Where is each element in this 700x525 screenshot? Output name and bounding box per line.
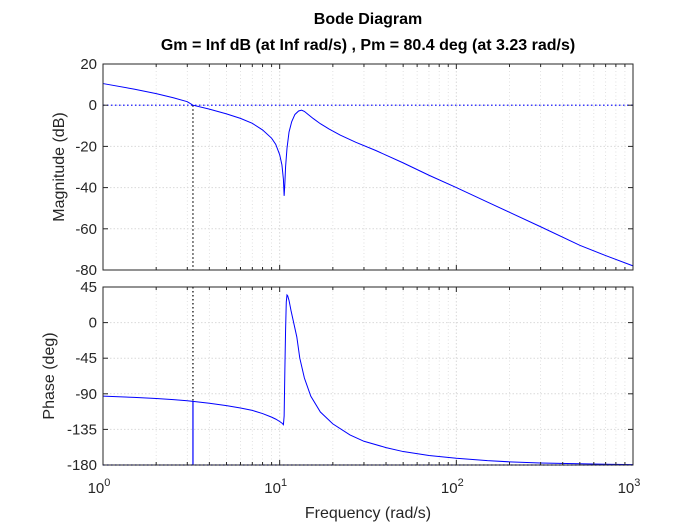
phase-x-ticks: 100 101 102 103 — [88, 64, 641, 497]
magnitude-y-ticks: 20 0 -20 -40 -60 -80 — [75, 56, 633, 279]
magnitude-y-tick-label: 20 — [80, 56, 97, 73]
phase-y-tick-label: -135 — [67, 421, 97, 438]
x-tick-label: 103 — [618, 477, 641, 497]
magnitude-y-tick-label: -40 — [75, 180, 97, 197]
x-tick-label: 100 — [88, 477, 111, 497]
phase-axes-box — [103, 287, 633, 465]
phase-y-tick-label: 45 — [80, 279, 97, 296]
phase-series-line — [102, 293, 634, 466]
phase-y-ticks: 45 0 -45 -90 -135 -180 — [67, 279, 633, 474]
phase-plot: 45 0 -45 -90 -135 -180 100 101 102 103 Phase (de… — [41, 64, 640, 522]
x-tick-label: 101 — [264, 477, 287, 497]
magnitude-plot: 20 0 -20 -40 -60 -80 Magnitude (dB) — [51, 56, 634, 279]
figure-subtitle: Gm = Inf dB (at Inf rad/s) , Pm = 80.4 d… — [161, 37, 575, 54]
phase-y-tick-label: -90 — [75, 386, 97, 403]
magnitude-series-line — [102, 83, 634, 267]
magnitude-axes-box — [103, 64, 633, 270]
magnitude-y-tick-label: 0 — [89, 97, 97, 114]
phase-y-tick-label: 0 — [89, 315, 97, 332]
magnitude-y-tick-label: -80 — [75, 262, 97, 279]
magnitude-y-tick-label: -20 — [75, 138, 97, 155]
magnitude-y-axis-label: Magnitude (dB) — [51, 112, 68, 221]
phase-y-axis-label: Phase (deg) — [41, 332, 58, 419]
phase-y-tick-label: -180 — [67, 457, 97, 474]
x-axis-label: Frequency (rad/s) — [305, 505, 431, 522]
x-tick-label: 102 — [441, 477, 464, 497]
phase-axes-frame — [102, 286, 634, 466]
phase-y-tick-label: -45 — [75, 350, 97, 367]
magnitude-axes-frame — [102, 63, 634, 271]
figure-title: Bode Diagram — [314, 11, 422, 28]
magnitude-y-tick-label: -60 — [75, 221, 97, 238]
